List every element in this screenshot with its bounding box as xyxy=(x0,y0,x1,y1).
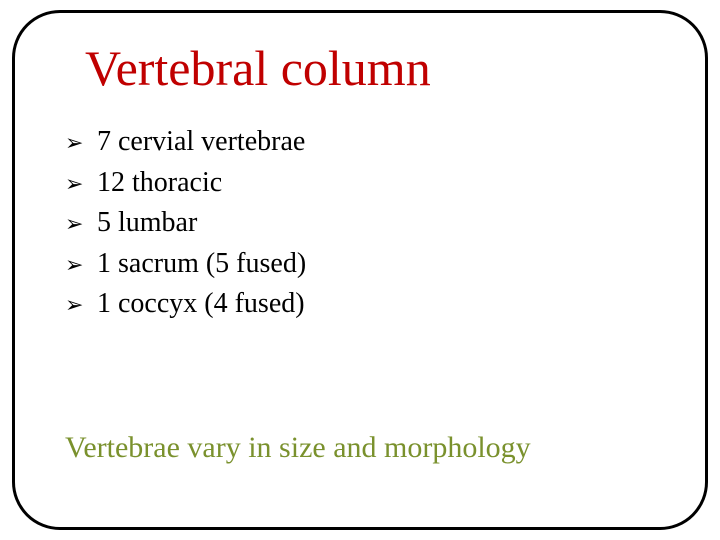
arrow-icon: ➢ xyxy=(65,127,97,159)
arrow-icon: ➢ xyxy=(65,168,97,200)
slide-frame: Vertebral column ➢ 7 cervial vertebrae ➢… xyxy=(12,10,708,530)
arrow-icon: ➢ xyxy=(65,289,97,321)
bullet-list: ➢ 7 cervial vertebrae ➢ 12 thoracic ➢ 5 … xyxy=(65,122,655,325)
list-item: ➢ 1 coccyx (4 fused) xyxy=(65,284,655,325)
list-item-text: 1 sacrum (5 fused) xyxy=(97,244,306,285)
list-item-text: 7 cervial vertebrae xyxy=(97,122,305,163)
list-item: ➢ 12 thoracic xyxy=(65,163,655,204)
arrow-icon: ➢ xyxy=(65,249,97,281)
list-item: ➢ 5 lumbar xyxy=(65,203,655,244)
arrow-icon: ➢ xyxy=(65,208,97,240)
list-item: ➢ 7 cervial vertebrae xyxy=(65,122,655,163)
list-item-text: 1 coccyx (4 fused) xyxy=(97,284,305,325)
list-item-text: 12 thoracic xyxy=(97,163,222,204)
list-item-text: 5 lumbar xyxy=(97,203,197,244)
slide: Vertebral column ➢ 7 cervial vertebrae ➢… xyxy=(0,0,720,540)
footer-text: Vertebrae vary in size and morphology xyxy=(65,431,531,465)
list-item: ➢ 1 sacrum (5 fused) xyxy=(65,244,655,285)
slide-title: Vertebral column xyxy=(85,41,655,96)
